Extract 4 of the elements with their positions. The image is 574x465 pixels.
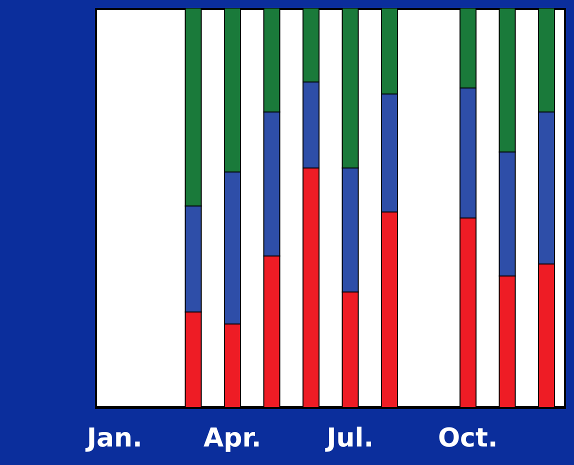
x-tick-label: Jul. [324, 423, 374, 454]
x-tick-label: Jan. [84, 423, 142, 454]
x-tick-label: Apr. [204, 423, 262, 454]
x-tick-label: Oct. [438, 423, 498, 454]
